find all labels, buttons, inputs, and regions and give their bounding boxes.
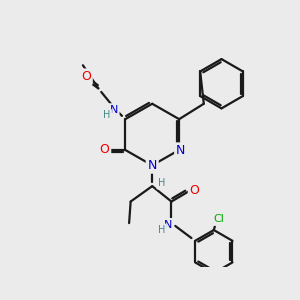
Text: O: O <box>81 70 91 83</box>
Text: H: H <box>158 225 165 235</box>
Text: N: N <box>176 144 185 157</box>
Text: N: N <box>110 105 118 115</box>
Text: O: O <box>190 184 200 196</box>
Text: N: N <box>148 159 157 172</box>
Text: O: O <box>100 143 110 157</box>
Text: H: H <box>103 110 110 120</box>
Text: H: H <box>158 178 165 188</box>
Text: N: N <box>164 220 172 230</box>
Text: Cl: Cl <box>214 214 225 224</box>
